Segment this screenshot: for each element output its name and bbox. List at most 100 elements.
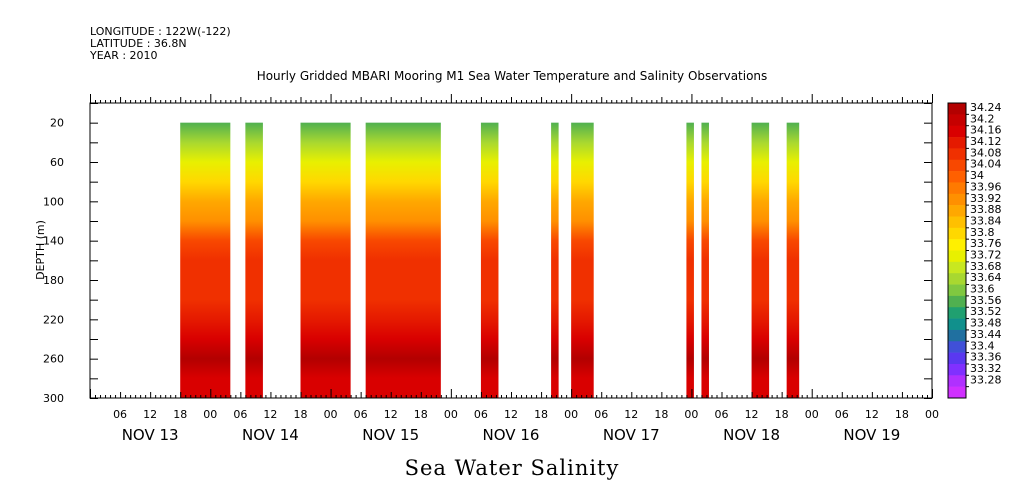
colorbar-swatch bbox=[948, 171, 966, 183]
colorbar-swatch bbox=[948, 318, 966, 331]
colorbar-label: 33.72 bbox=[970, 249, 1002, 262]
x-hour-tick-label: 00 bbox=[444, 408, 458, 421]
colorbar-label: 33.96 bbox=[970, 180, 1002, 193]
chart-title: Hourly Gridded MBARI Mooring M1 Sea Wate… bbox=[257, 69, 768, 83]
colorbar-label: 33.8 bbox=[970, 226, 995, 239]
colorbar-swatch bbox=[948, 103, 966, 115]
y-tick-label: 260 bbox=[43, 353, 64, 366]
x-hour-tick-label: 18 bbox=[654, 408, 668, 421]
colorbar-label: 33.36 bbox=[970, 351, 1002, 364]
x-hour-tick-label: 00 bbox=[684, 408, 698, 421]
x-hour-tick-label: 18 bbox=[294, 408, 308, 421]
colorbar-label: 33.28 bbox=[970, 373, 1002, 386]
y-tick-label: 220 bbox=[43, 313, 64, 326]
colorbar-label: 34.04 bbox=[970, 158, 1002, 171]
y-tick-label: 180 bbox=[43, 274, 64, 287]
data-segment-1 bbox=[180, 122, 231, 399]
x-hour-tick-label: 06 bbox=[233, 408, 247, 421]
colorbar-label: 33.88 bbox=[970, 203, 1002, 216]
x-hour-tick-label: 06 bbox=[594, 408, 608, 421]
x-hour-tick-label: 18 bbox=[534, 408, 548, 421]
colorbar-label: 34.24 bbox=[970, 101, 1002, 114]
year-label: YEAR : 2010 bbox=[89, 49, 158, 62]
data-segment-7 bbox=[571, 122, 594, 399]
x-day-label: NOV 13 bbox=[122, 426, 179, 444]
y-tick-label: 60 bbox=[50, 156, 64, 169]
colorbar-swatch bbox=[948, 386, 966, 399]
colorbar-label: 33.56 bbox=[970, 294, 1002, 307]
colorbar-swatch bbox=[948, 205, 966, 217]
x-hour-tick-label: 06 bbox=[354, 408, 368, 421]
y-axis-label: DEPTH (m) bbox=[34, 220, 47, 280]
latitude-label: LATITUDE : 36.8N bbox=[90, 37, 187, 50]
colorbar-swatch bbox=[948, 182, 966, 195]
colorbar-swatch bbox=[948, 273, 966, 285]
x-day-label: NOV 15 bbox=[362, 426, 419, 444]
data-segment-5 bbox=[480, 122, 499, 399]
y-axis-ticks: 20 60 100 140 180 220 260 300 bbox=[43, 103, 932, 405]
colorbar-label: 34.12 bbox=[970, 135, 1002, 148]
colorbar-label: 33.4 bbox=[970, 339, 995, 352]
x-hour-tick-label: 12 bbox=[384, 408, 398, 421]
x-hour-tick-label: 18 bbox=[414, 408, 428, 421]
y-tick-label: 140 bbox=[43, 235, 64, 248]
colorbar-swatch bbox=[948, 341, 966, 353]
x-hour-tick-label: 12 bbox=[143, 408, 157, 421]
y-tick-label: 300 bbox=[43, 392, 64, 405]
data-segment-10 bbox=[751, 122, 770, 399]
data-segments bbox=[180, 122, 800, 399]
data-segment-2 bbox=[245, 122, 263, 399]
x-hour-tick-label: 12 bbox=[865, 408, 879, 421]
colorbar-label: 33.84 bbox=[970, 214, 1002, 227]
colorbar-swatch bbox=[948, 227, 966, 240]
colorbar-swatch bbox=[948, 307, 966, 319]
colorbar-label: 34.16 bbox=[970, 124, 1002, 137]
colorbar-swatch bbox=[948, 239, 966, 251]
colorbar-label: 33.92 bbox=[970, 192, 1002, 205]
colorbar-swatch bbox=[948, 352, 966, 365]
x-hour-tick-label: 06 bbox=[835, 408, 849, 421]
colorbar-label: 34 bbox=[970, 169, 984, 182]
x-hour-tick-label: 12 bbox=[624, 408, 638, 421]
data-segment-4 bbox=[365, 122, 441, 399]
colorbar-swatch bbox=[948, 295, 966, 308]
x-hour-tick-label: 18 bbox=[775, 408, 789, 421]
colorbar-label: 33.76 bbox=[970, 237, 1002, 250]
colorbar-swatch bbox=[948, 193, 966, 206]
colorbar-label: 33.44 bbox=[970, 328, 1002, 341]
x-hour-tick-label: 12 bbox=[263, 408, 277, 421]
x-day-label: NOV 18 bbox=[723, 426, 780, 444]
colorbar-swatch bbox=[948, 284, 966, 297]
x-hour-tick-label: 06 bbox=[715, 408, 729, 421]
x-hour-tick-label: 00 bbox=[925, 408, 939, 421]
colorbar-label: 33.32 bbox=[970, 362, 1002, 375]
x-day-label: NOV 17 bbox=[603, 426, 660, 444]
colorbar: 34.2434.234.1634.1234.0834.043433.9633.9… bbox=[947, 101, 1002, 399]
colorbar-swatch bbox=[948, 329, 966, 342]
footer-title: Sea Water Salinity bbox=[405, 456, 620, 480]
x-day-label: NOV 16 bbox=[483, 426, 540, 444]
data-segment-9 bbox=[701, 122, 709, 399]
colorbar-label: 34.08 bbox=[970, 146, 1002, 159]
longitude-label: LONGITUDE : 122W(-122) bbox=[90, 25, 231, 38]
x-hour-tick-label: 00 bbox=[203, 408, 217, 421]
x-axis-ticks: 06 12 18 00 06 12 18 00 06 12 18 00 06 12 18 00 06 12 18 00… bbox=[90, 94, 939, 444]
x-hour-tick-label: 06 bbox=[474, 408, 488, 421]
colorbar-swatch bbox=[948, 137, 966, 149]
y-tick-label: 100 bbox=[43, 195, 64, 208]
x-hour-tick-label: 12 bbox=[504, 408, 518, 421]
y-tick-label: 20 bbox=[50, 117, 64, 130]
colorbar-swatch bbox=[948, 250, 966, 263]
x-hour-tick-label: 12 bbox=[745, 408, 759, 421]
data-segment-3 bbox=[300, 122, 351, 399]
colorbar-swatch bbox=[948, 125, 966, 138]
x-hour-tick-label: 06 bbox=[113, 408, 127, 421]
x-hour-tick-label: 00 bbox=[805, 408, 819, 421]
colorbar-swatch bbox=[948, 148, 966, 161]
colorbar-label: 33.6 bbox=[970, 283, 995, 296]
colorbar-label: 33.52 bbox=[970, 305, 1002, 318]
x-day-label: NOV 19 bbox=[843, 426, 900, 444]
colorbar-swatch bbox=[948, 114, 966, 126]
colorbar-swatch bbox=[948, 375, 966, 387]
x-hour-tick-label: 00 bbox=[564, 408, 578, 421]
